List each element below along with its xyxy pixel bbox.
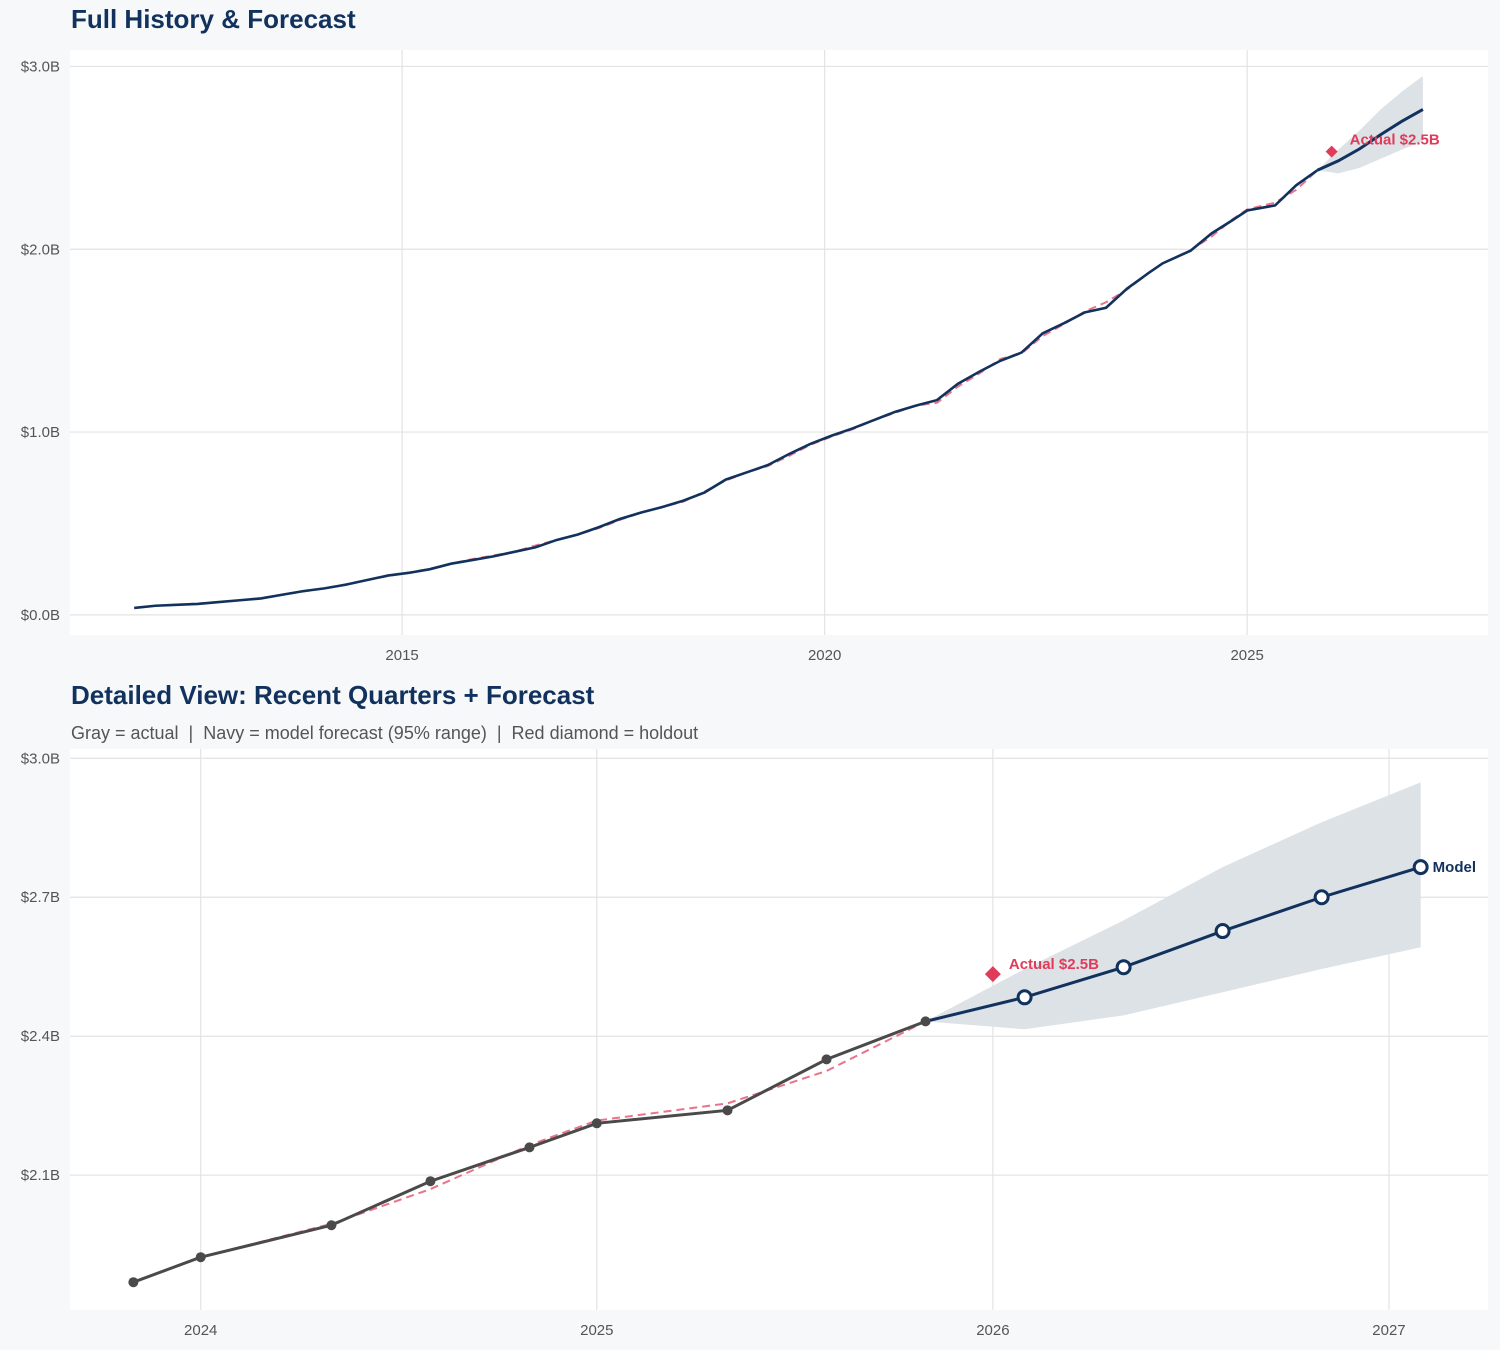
forecast-95-band — [925, 782, 1421, 1030]
forecast-point — [1313, 889, 1330, 906]
x-tick-label: 2015 — [385, 647, 418, 664]
y-tick-label: $2.1B — [21, 1167, 60, 1184]
x-tick-label: 2024 — [184, 1322, 217, 1339]
x-tick-label: 2020 — [808, 647, 841, 664]
holdout-diamond — [984, 966, 1001, 983]
actual-point — [425, 1176, 436, 1187]
x-tick-label: 2026 — [976, 1322, 1009, 1339]
actual-line — [134, 169, 1319, 610]
forecast-line — [925, 865, 1422, 1023]
full-history-chart: $0.0B $1.0B $2.0B $3.0B 2015 2020 2025 Actual $… — [21, 50, 1488, 664]
actual-point — [722, 1105, 733, 1116]
x-tick-label: 2027 — [1372, 1322, 1405, 1339]
y-tick-label: $1.0B — [21, 424, 60, 441]
actual-point — [920, 1016, 931, 1027]
forecast-point — [1016, 989, 1033, 1006]
forecast-point — [1412, 859, 1429, 876]
y-tick-label: $2.4B — [21, 1028, 60, 1045]
forecast-line — [1316, 108, 1424, 172]
holdout-label: Actual $2.5B — [1350, 132, 1440, 149]
actual-point — [591, 1118, 602, 1129]
chart-subtitle-bottom: Gray = actual | Navy = model forecast (9… — [71, 723, 699, 743]
chart-title-bottom: Detailed View: Recent Quarters + Forecas… — [71, 680, 595, 710]
y-tick-label: $3.0B — [21, 750, 60, 767]
model-label: Model — [1433, 859, 1476, 876]
plot-area — [70, 50, 1488, 635]
x-tick-label: 2025 — [1230, 647, 1263, 664]
holdout-diamond — [1325, 145, 1338, 158]
y-tick-label: $0.0B — [21, 607, 60, 624]
plot-area — [70, 749, 1488, 1310]
y-tick-label: $2.0B — [21, 241, 60, 258]
holdout-label: Actual $2.5B — [1009, 956, 1099, 973]
actual-point — [821, 1054, 832, 1065]
chart-title-top: Full History & Forecast — [71, 4, 356, 34]
actual-point — [128, 1277, 139, 1288]
actual-point — [326, 1220, 337, 1231]
actual-point — [524, 1142, 535, 1153]
y-tick-label: $3.0B — [21, 58, 60, 75]
forecast-point — [1214, 923, 1231, 940]
actual-point — [195, 1252, 206, 1263]
forecast-point — [1115, 959, 1132, 976]
forecast-95-band — [1317, 75, 1423, 174]
x-tick-label: 2025 — [580, 1322, 613, 1339]
y-tick-label: $2.7B — [21, 889, 60, 906]
